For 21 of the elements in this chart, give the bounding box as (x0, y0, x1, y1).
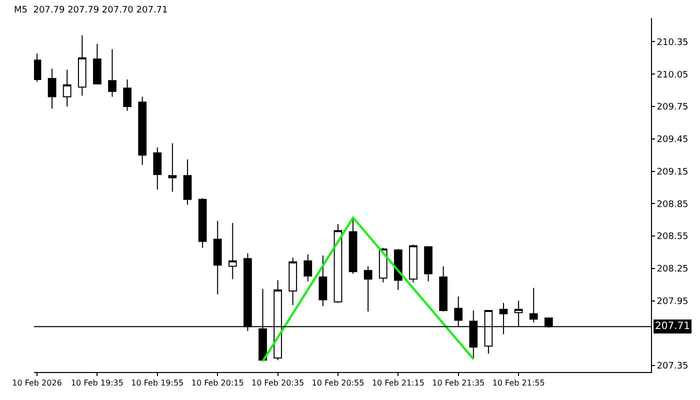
y-tick-label: 208.55 (656, 232, 688, 242)
y-tick-label: 207.95 (656, 296, 688, 307)
y-tick-label: 208.25 (656, 264, 688, 275)
x-tick-label: 10 Feb 20:35 (252, 378, 304, 388)
y-tick-label: 209.15 (656, 167, 688, 178)
y-tick-label: 208.85 (656, 200, 688, 210)
x-tick-label: 10 Feb 21:55 (492, 378, 545, 388)
x-tick-label: 10 Feb 19:55 (131, 378, 184, 388)
x-tick-label: 10 Feb 20:55 (312, 378, 364, 388)
y-tick-label: 210.05 (656, 70, 688, 80)
ref-line-label: 207.71 (655, 321, 690, 332)
x-tick-label: 10 Feb 21:35 (432, 378, 485, 388)
y-tick-label: 207.35 (656, 362, 688, 372)
chart-title: M5 207.79 207.79 207.70 207.71 (14, 5, 168, 16)
y-tick-label: 209.45 (656, 135, 688, 146)
y-tick-label: 209.75 (656, 102, 688, 113)
x-tick-label: 10 Feb 2026 (12, 378, 62, 388)
x-tick-label: 10 Feb 19:35 (70, 378, 124, 388)
y-tick-label: 210.35 (656, 38, 688, 48)
x-tick-label: 10 Feb 20:15 (191, 378, 244, 388)
x-tick-label: 10 Feb 21:15 (372, 378, 424, 388)
